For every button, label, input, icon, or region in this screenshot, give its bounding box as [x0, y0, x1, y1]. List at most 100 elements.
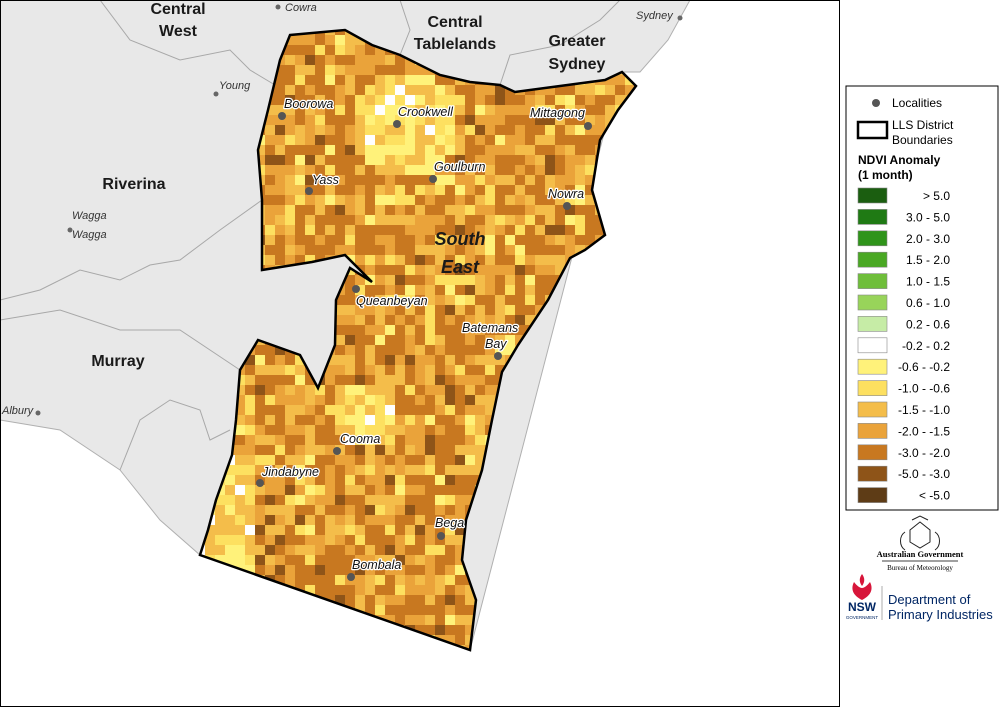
raster-cell	[485, 285, 495, 295]
raster-cell	[425, 345, 435, 355]
raster-cell	[405, 385, 415, 395]
raster-cell	[245, 355, 255, 365]
raster-cell	[385, 215, 395, 225]
raster-cell	[355, 295, 365, 305]
raster-cell	[395, 435, 405, 445]
raster-cell	[345, 335, 355, 345]
raster-cell	[465, 475, 475, 485]
raster-cell	[355, 355, 365, 365]
raster-cell	[605, 95, 615, 105]
raster-cell	[585, 85, 595, 95]
raster-cell	[295, 105, 305, 115]
raster-cell	[215, 555, 225, 565]
raster-cell	[435, 175, 445, 185]
raster-cell	[345, 175, 355, 185]
raster-cell	[255, 405, 265, 415]
raster-cell	[375, 565, 385, 575]
raster-cell	[335, 30, 345, 35]
raster-cell	[355, 235, 365, 245]
raster-cell	[435, 615, 445, 625]
raster-cell	[415, 285, 425, 295]
raster-cell	[425, 265, 435, 275]
raster-cell	[375, 545, 385, 555]
raster-cell	[325, 155, 335, 165]
raster-cell	[395, 195, 405, 205]
raster-cell	[365, 565, 375, 575]
raster-cell	[435, 385, 445, 395]
raster-cell	[505, 105, 515, 115]
raster-cell	[285, 475, 295, 485]
raster-cell	[445, 135, 455, 145]
raster-cell	[425, 365, 435, 375]
raster-cell	[415, 165, 425, 175]
raster-cell	[325, 475, 335, 485]
raster-cell	[325, 175, 335, 185]
raster-cell	[475, 125, 485, 135]
raster-cell	[405, 175, 415, 185]
raster-cell	[465, 325, 475, 335]
raster-cell	[315, 445, 325, 455]
raster-cell	[265, 395, 275, 405]
raster-cell	[445, 515, 455, 525]
raster-cell	[305, 95, 315, 105]
raster-cell	[355, 405, 365, 415]
raster-cell	[395, 95, 405, 105]
locality-dot	[67, 227, 73, 233]
raster-cell	[285, 105, 295, 115]
raster-cell	[345, 45, 355, 55]
raster-cell	[365, 415, 375, 425]
locality-dot	[35, 410, 41, 416]
raster-cell	[465, 105, 475, 115]
raster-cell	[415, 245, 425, 255]
raster-cell	[335, 105, 345, 115]
raster-cell	[295, 505, 305, 515]
raster-cell	[365, 425, 375, 435]
raster-cell	[505, 235, 515, 245]
raster-cell	[515, 315, 525, 325]
raster-cell	[325, 45, 335, 55]
raster-cell	[445, 535, 455, 545]
raster-cell	[325, 55, 335, 65]
raster-cell	[335, 475, 345, 485]
raster-cell	[445, 475, 455, 485]
raster-cell	[445, 335, 455, 345]
raster-cell	[365, 435, 375, 445]
raster-cell	[585, 105, 595, 115]
raster-cell	[415, 225, 425, 235]
raster-cell	[375, 135, 385, 145]
raster-cell	[275, 425, 285, 435]
raster-cell	[395, 535, 405, 545]
raster-cell	[525, 215, 535, 225]
raster-cell	[305, 215, 315, 225]
raster-cell	[355, 245, 365, 255]
raster-cell	[235, 505, 245, 515]
raster-cell	[365, 125, 375, 135]
legend-label: -1.5 - -1.0	[898, 403, 950, 417]
raster-cell	[465, 155, 475, 165]
raster-cell	[445, 215, 455, 225]
legend-label: -0.2 - 0.2	[902, 339, 950, 353]
raster-cell	[365, 55, 375, 65]
raster-cell	[445, 205, 455, 215]
raster-cell	[365, 115, 375, 125]
raster-cell	[275, 345, 285, 355]
raster-cell	[335, 155, 345, 165]
raster-cell	[505, 255, 515, 265]
raster-cell	[285, 485, 295, 495]
raster-cell	[385, 375, 395, 385]
raster-cell	[415, 345, 425, 355]
raster-cell	[405, 495, 415, 505]
crest	[900, 515, 940, 551]
raster-cell	[425, 485, 435, 495]
raster-cell	[365, 495, 375, 505]
raster-cell	[435, 295, 445, 305]
raster-cell	[485, 325, 495, 335]
raster-cell	[415, 205, 425, 215]
raster-cell	[285, 435, 295, 445]
raster-cell	[445, 425, 455, 435]
raster-cell	[585, 215, 595, 225]
raster-cell	[385, 385, 395, 395]
raster-cell	[275, 475, 285, 485]
raster-cell	[315, 425, 325, 435]
raster-cell	[295, 385, 305, 395]
